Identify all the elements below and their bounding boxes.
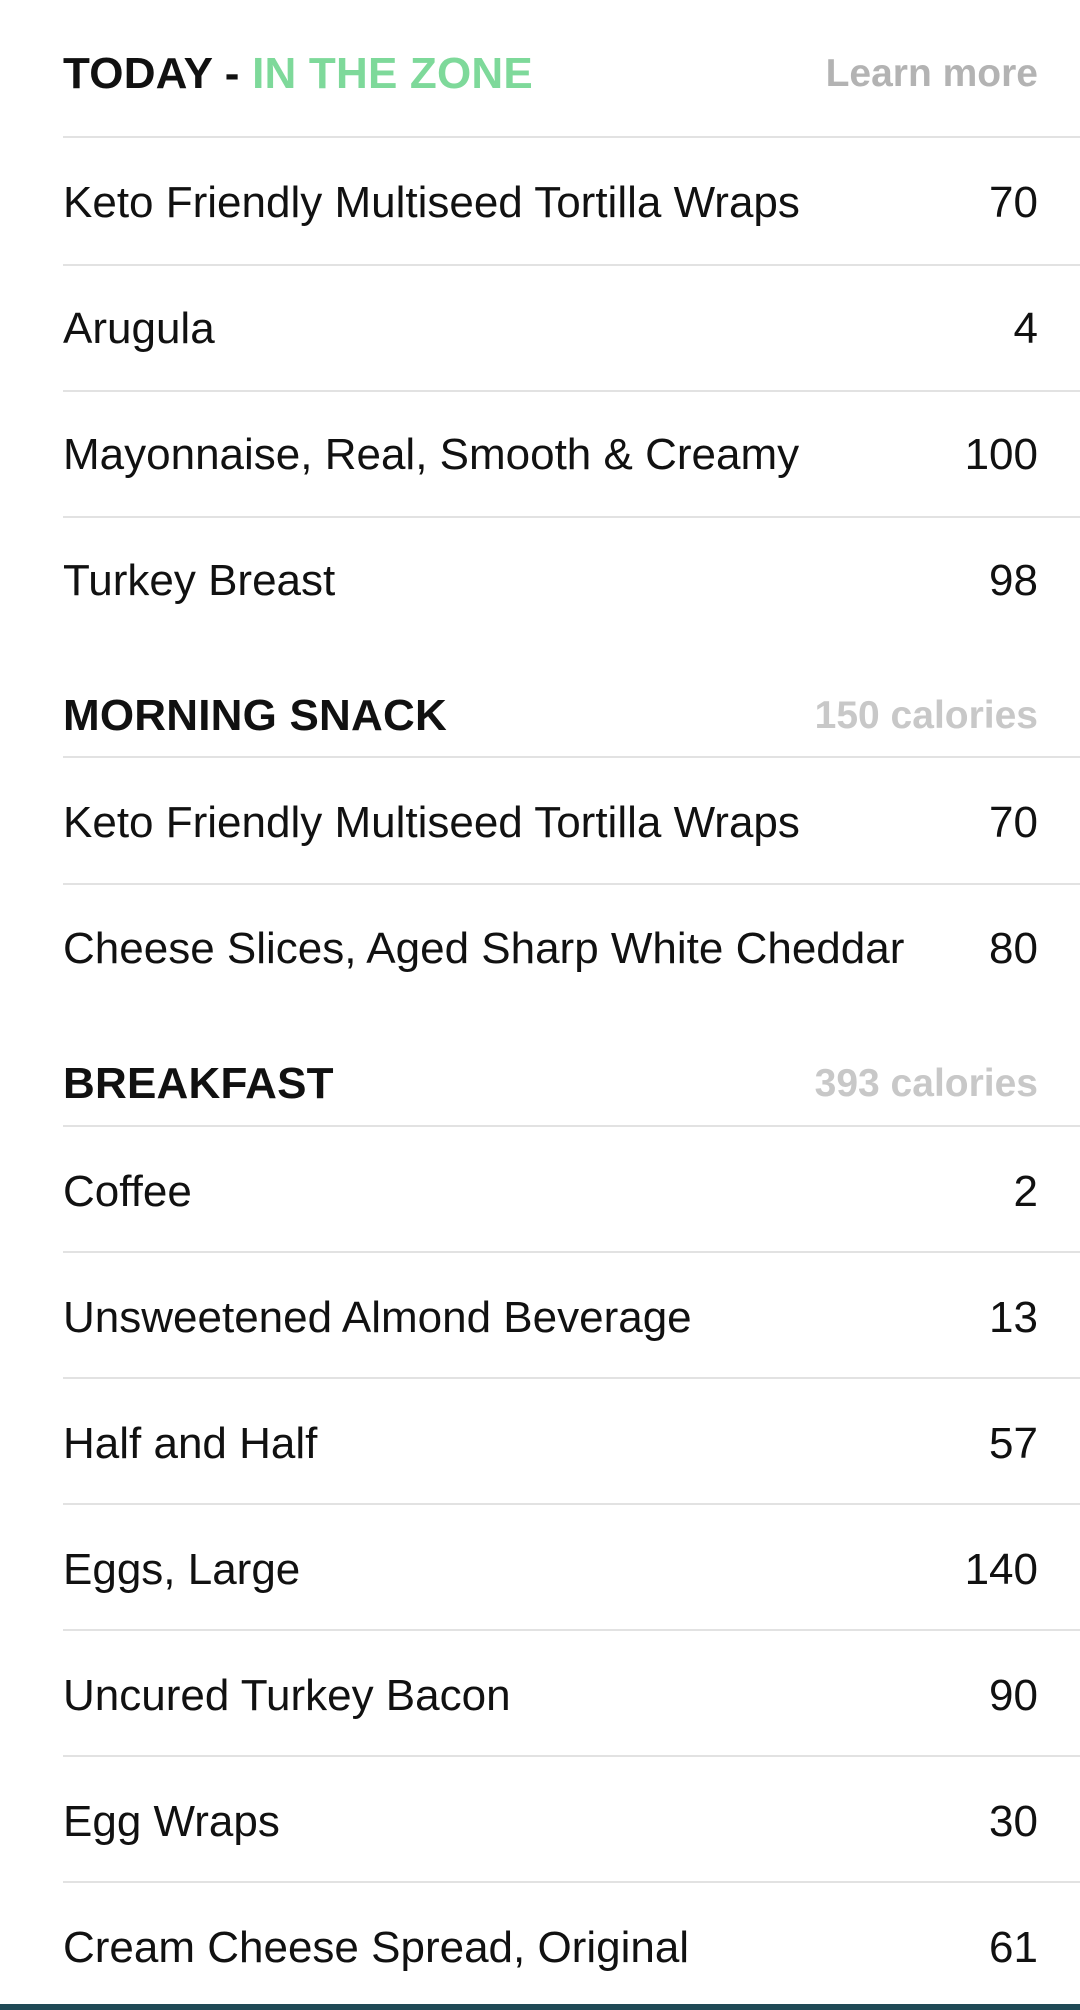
food-name: Unsweetened Almond Beverage: [63, 1293, 692, 1342]
food-calories: 30: [989, 1797, 1038, 1846]
morning-snack-header: MORNING SNACK 150 calories: [63, 670, 1080, 762]
food-name: Coffee: [63, 1167, 192, 1216]
divider: [63, 516, 1080, 518]
food-name: Egg Wraps: [63, 1797, 280, 1846]
morning-snack-calories: 150 calories: [814, 694, 1038, 737]
learn-more-link[interactable]: Learn more: [825, 52, 1038, 95]
breakfast-header: BREAKFAST 393 calories: [63, 1038, 1080, 1130]
divider: [63, 136, 1080, 138]
food-row[interactable]: Egg Wraps 30: [63, 1760, 1080, 1884]
divider: [63, 1755, 1080, 1757]
food-calories: 80: [989, 924, 1038, 973]
divider: [63, 1125, 1080, 1127]
food-name: Half and Half: [63, 1419, 318, 1468]
food-name: Cream Cheese Spread, Original: [63, 1923, 690, 1972]
food-calories: 4: [1013, 304, 1038, 353]
food-row[interactable]: Keto Friendly Multiseed Tortilla Wraps 7…: [63, 141, 1080, 265]
food-name: Mayonnaise, Real, Smooth & Creamy: [63, 430, 800, 479]
food-name: Arugula: [63, 304, 215, 353]
food-name: Turkey Breast: [63, 556, 336, 605]
divider: [63, 883, 1080, 885]
divider: [63, 1503, 1080, 1505]
food-row[interactable]: Arugula 4: [63, 267, 1080, 391]
divider: [63, 1629, 1080, 1631]
food-calories: 13: [989, 1293, 1038, 1342]
food-name: Keto Friendly Multiseed Tortilla Wraps: [63, 178, 800, 227]
food-row[interactable]: Half and Half 57: [63, 1382, 1080, 1506]
zone-status: IN THE ZONE: [252, 49, 533, 98]
food-calories: 100: [964, 430, 1038, 479]
today-header: TODAY - IN THE ZONE Learn more: [63, 28, 1080, 120]
food-calories: 90: [989, 1671, 1038, 1720]
food-row[interactable]: Unsweetened Almond Beverage 13: [63, 1256, 1080, 1380]
divider: [63, 264, 1080, 266]
food-calories: 57: [989, 1419, 1038, 1468]
today-title: TODAY - IN THE ZONE: [63, 49, 533, 99]
food-name: Cheese Slices, Aged Sharp White Cheddar: [63, 924, 905, 973]
divider: [63, 1377, 1080, 1379]
food-calories: 70: [989, 798, 1038, 847]
divider: [63, 1251, 1080, 1253]
breakfast-title: BREAKFAST: [63, 1059, 334, 1108]
food-row[interactable]: Coffee 2: [63, 1130, 1080, 1254]
food-name: Eggs, Large: [63, 1545, 301, 1594]
food-row[interactable]: Cream Cheese Spread, Original 61: [63, 1886, 1080, 2010]
food-calories: 140: [964, 1545, 1038, 1594]
food-calories: 70: [989, 178, 1038, 227]
food-row[interactable]: Eggs, Large 140: [63, 1508, 1080, 1632]
today-label: TODAY -: [63, 49, 253, 98]
divider: [63, 756, 1080, 758]
divider: [63, 1881, 1080, 1883]
morning-snack-title: MORNING SNACK: [63, 691, 447, 740]
food-row[interactable]: Uncured Turkey Bacon 90: [63, 1634, 1080, 1758]
food-row[interactable]: Keto Friendly Multiseed Tortilla Wraps 7…: [63, 761, 1080, 885]
food-name: Uncured Turkey Bacon: [63, 1671, 511, 1720]
food-row[interactable]: Mayonnaise, Real, Smooth & Creamy 100: [63, 393, 1080, 517]
food-name: Keto Friendly Multiseed Tortilla Wraps: [63, 798, 800, 847]
divider: [63, 390, 1080, 392]
food-row[interactable]: Cheese Slices, Aged Sharp White Cheddar …: [63, 887, 1080, 1011]
breakfast-calories: 393 calories: [814, 1062, 1038, 1105]
food-calories: 61: [989, 1923, 1038, 1972]
bottom-navigation-edge: [0, 2004, 1080, 2010]
food-row[interactable]: Turkey Breast 98: [63, 519, 1080, 643]
food-calories: 98: [989, 556, 1038, 605]
food-calories: 2: [1013, 1167, 1038, 1216]
